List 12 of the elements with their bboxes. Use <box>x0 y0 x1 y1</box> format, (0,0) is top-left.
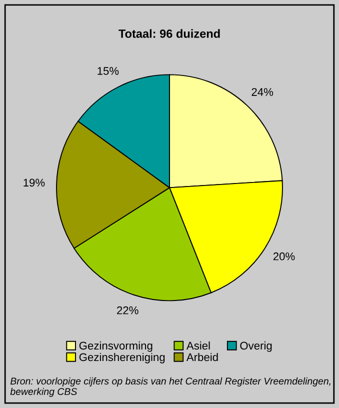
legend-label: Arbeid <box>186 352 218 362</box>
data-label: 20% <box>273 252 295 260</box>
legend-label: Overig <box>240 341 272 352</box>
legend-label: Gezinshereniging <box>79 352 165 364</box>
data-label: 19% <box>24 178 45 187</box>
chart-title: Totaal: 96 duizend <box>118 29 220 38</box>
legend-label: Gezinsvorming <box>79 341 152 352</box>
legend-label: Asiel <box>186 341 210 350</box>
data-label: 22% <box>117 306 138 314</box>
data-label: 24% <box>252 88 274 96</box>
text: Bron: voorlopige cijfers op basis van het Centraal Register Vreemdelingen, bewerking CBS <box>10 377 330 397</box>
data-label: 15% <box>98 67 119 75</box>
